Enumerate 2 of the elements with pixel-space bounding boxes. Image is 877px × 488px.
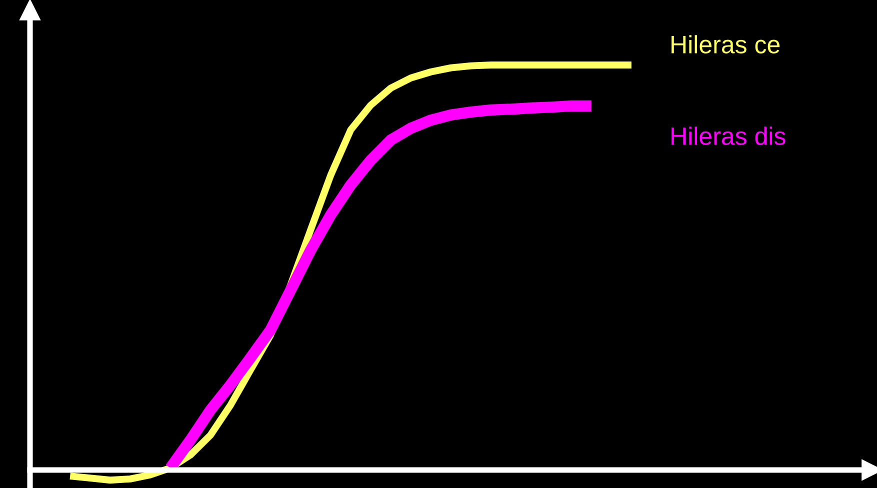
text: Hileras dis [672,126,786,146]
series-label: Hileras ce [672,35,780,54]
